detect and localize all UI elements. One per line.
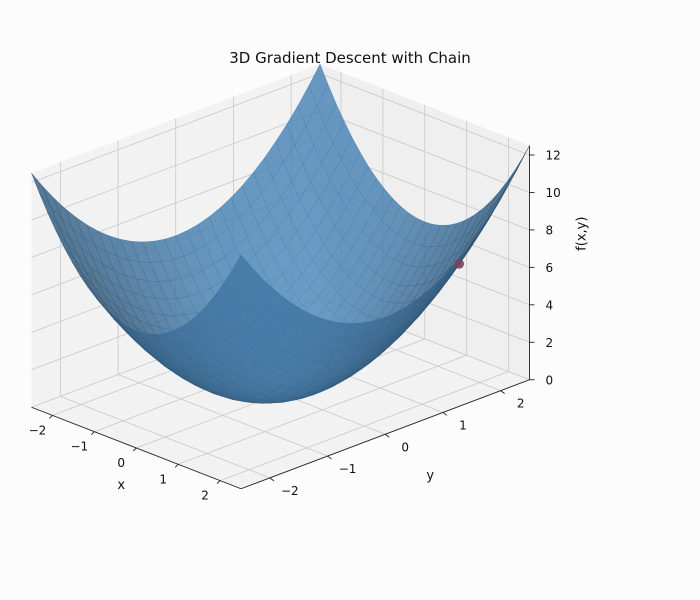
y-tick-mark <box>442 412 448 416</box>
chart-title: 3D Gradient Descent with Chain <box>229 49 471 67</box>
x-tick-mark <box>91 431 95 436</box>
x-tick-mark <box>132 447 137 452</box>
chain-points <box>454 259 465 269</box>
y-tick-label: 0 <box>401 440 409 454</box>
axis-labels: x y f(x,y) <box>117 217 589 493</box>
z-tick-label: 0 <box>546 373 554 387</box>
x-tick-mark <box>216 480 221 484</box>
y-tick-label: −1 <box>339 462 357 476</box>
y-tick-mark <box>327 455 332 460</box>
z-axis-label: f(x,y) <box>575 217 590 251</box>
surface-plot <box>31 63 530 404</box>
x-tick-label: 2 <box>201 489 209 503</box>
y-tick-mark <box>500 390 505 395</box>
grid-line <box>31 110 321 221</box>
x-tick-label: 0 <box>117 456 125 470</box>
x-axis-label: x <box>117 478 125 493</box>
grid-line <box>117 374 328 457</box>
y-tick-mark <box>269 477 275 482</box>
x-tick-mark <box>49 415 53 419</box>
grid-line <box>319 110 530 193</box>
x-tick-label: 1 <box>159 472 167 486</box>
z-tick-label: 4 <box>546 298 554 312</box>
z-tick-label: 12 <box>546 148 561 162</box>
z-tick-label: 8 <box>546 223 554 237</box>
surface-patch <box>232 254 253 283</box>
y-tick-label: −2 <box>281 484 299 498</box>
x-tick-label: −1 <box>70 440 88 454</box>
z-tick-label: 10 <box>546 186 561 200</box>
y-axis-label: y <box>426 468 434 483</box>
chain-point-marker <box>454 259 465 269</box>
grid-line <box>31 73 321 183</box>
x-tick-mark <box>174 463 179 468</box>
z-tick-label: 2 <box>546 336 554 350</box>
y-tick-label: 2 <box>517 397 525 411</box>
grid-line <box>319 73 530 156</box>
y-tick-label: 1 <box>459 418 467 432</box>
grid-line <box>60 395 270 479</box>
x-tick-label: −2 <box>29 423 47 437</box>
z-tick-label: 6 <box>546 261 554 275</box>
y-tick-mark <box>384 433 390 438</box>
